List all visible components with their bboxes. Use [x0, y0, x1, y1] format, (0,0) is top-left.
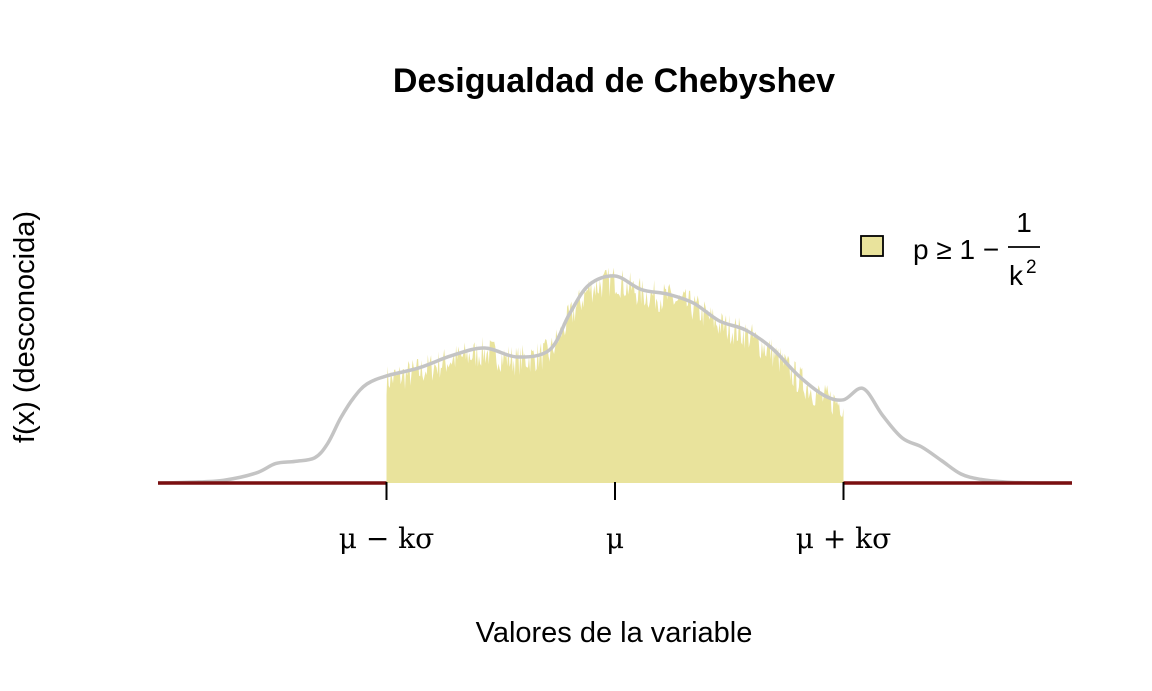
tick-mu-label: μ [606, 522, 624, 555]
legend-label-prefix: p ≥ 1 − [913, 234, 999, 265]
legend-swatch [860, 235, 884, 257]
legend: p ≥ 1 − 1 k 2 [860, 207, 1040, 291]
legend-fraction-denominator-base: k [1009, 260, 1024, 291]
tick-mu-plus-ksigma-label: μ + kσ [796, 522, 892, 555]
shaded-region-inside-interval [386, 267, 844, 483]
x-axis-label: Valores de la variable [476, 617, 753, 649]
y-axis-label: f(x) (desconocida) [9, 211, 41, 443]
chart-title: Desigualdad de Chebyshev [393, 62, 835, 100]
legend-fraction-numerator: 1 [1016, 207, 1032, 238]
tick-mu-minus-ksigma-label: μ − kσ [339, 522, 435, 555]
density-curve [157, 274, 1073, 485]
legend-fraction-denominator-exponent: 2 [1026, 257, 1037, 278]
plot-area [157, 267, 1073, 485]
x-axis: μ − kσ μ μ + kσ [339, 482, 892, 555]
